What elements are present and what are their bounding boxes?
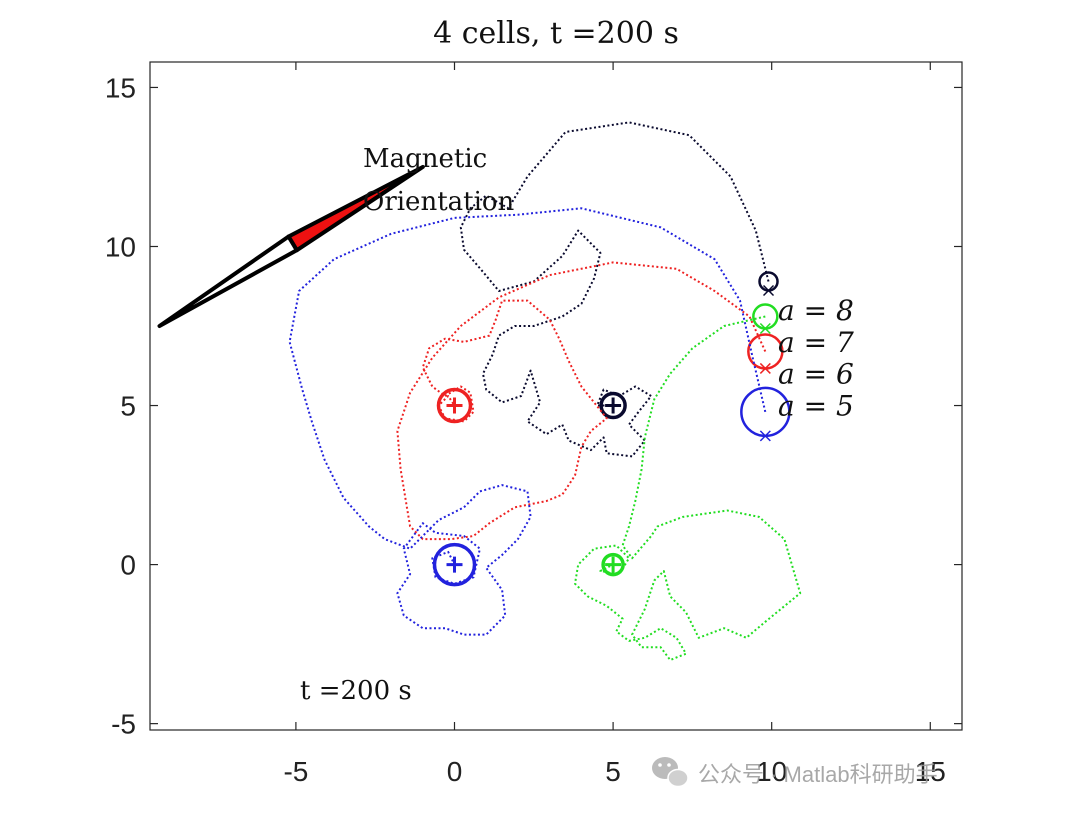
annotation-magnetic: Magnetic (363, 144, 487, 174)
magnetic-needle (157, 164, 425, 329)
start-circle (432, 542, 477, 587)
wechat-icon (652, 757, 689, 788)
annotation-orientation: Orientation (363, 187, 515, 217)
series-label: a = 8 (778, 294, 854, 327)
series-label: a = 5 (778, 390, 854, 423)
series-path (396, 261, 767, 541)
series-2 (574, 303, 802, 661)
series-3 (396, 261, 784, 541)
x-tick-label: 0 (447, 756, 463, 787)
x-tick-label: -5 (283, 756, 308, 787)
start-circle (436, 387, 473, 424)
series-layer (288, 121, 802, 661)
series-path (288, 207, 767, 636)
series-labels: a = 8a = 7a = 6a = 5 (778, 294, 854, 422)
x-tick-label: 5 (605, 756, 621, 787)
axes-box (149, 61, 963, 731)
series-1 (459, 121, 779, 458)
end-marker (759, 430, 771, 442)
watermark: 公众号 · Matlab科研助手 (652, 757, 938, 788)
x-tick-label: 10 (756, 756, 787, 787)
series-path (574, 315, 802, 661)
start-marker (605, 397, 622, 414)
y-tick-label: -5 (111, 709, 136, 740)
y-tick-label: 15 (105, 72, 136, 103)
watermark-text: 公众号 · Matlab科研助手 (698, 762, 938, 787)
series-4 (288, 207, 791, 636)
end-marker (759, 322, 771, 335)
needle-red-half (286, 164, 425, 253)
x-tick-labels: -5 0 5 10 15 (283, 756, 945, 787)
end-circle (752, 303, 779, 330)
series-label: a = 6 (778, 358, 854, 391)
y-tick-labels: -5 0 5 10 15 (105, 72, 136, 739)
x-tick-label: 15 (915, 756, 946, 787)
end-marker (762, 284, 775, 297)
start-circle (601, 552, 625, 577)
needle-white-half (157, 234, 299, 329)
time-label: t =200 s (300, 676, 412, 706)
start-marker (446, 397, 463, 414)
y-tick-label: 0 (120, 550, 136, 581)
end-marker (759, 362, 771, 374)
y-tick-label: 5 (120, 391, 136, 422)
start-marker (446, 556, 463, 573)
start-circle (599, 391, 627, 420)
chart-title: 4 cells, t =200 s (433, 16, 679, 51)
series-label: a = 7 (778, 326, 854, 359)
start-marker (605, 556, 622, 573)
tick-marks (150, 62, 962, 730)
y-tick-label: 10 (105, 231, 136, 262)
